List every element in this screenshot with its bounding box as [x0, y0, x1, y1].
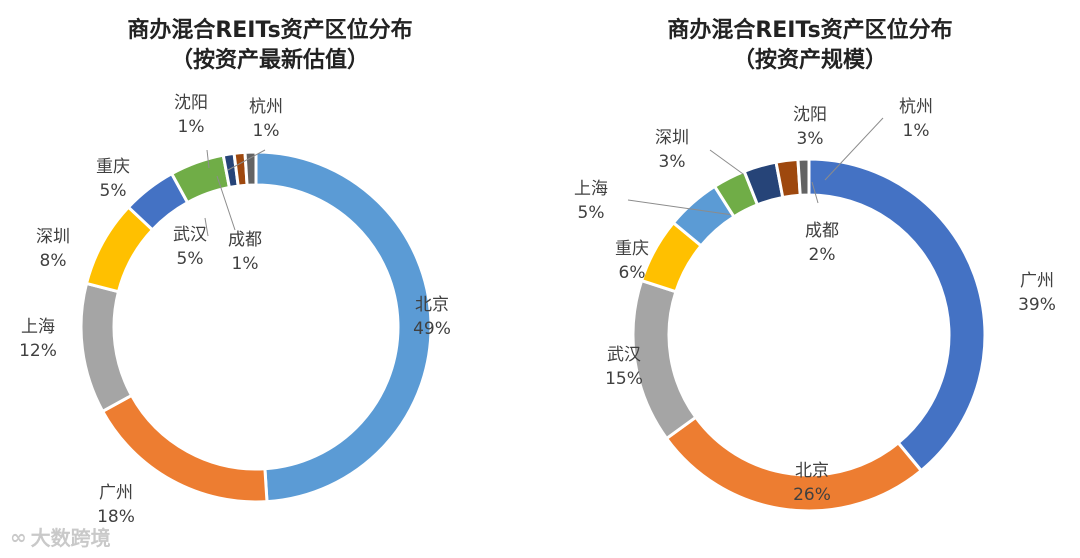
- chart-1-slice-value-9: 1%: [253, 121, 280, 141]
- chart-1-slice-value-2: 18%: [97, 507, 135, 527]
- chart-2-slice-label-5: 上海: [574, 179, 608, 199]
- chart-1-slice-label-9: 杭州: [249, 97, 283, 117]
- chart-2-title: 商办混合REITs资产区位分布 （按资产规模）: [540, 16, 1080, 76]
- chart-1-leader-line-7: [206, 149, 210, 169]
- chart-1-slice-label-8: 成都: [228, 230, 262, 250]
- chart-2-slice-value-1: 39%: [1018, 295, 1056, 315]
- chart-2-slice-label-6: 深圳: [655, 128, 689, 148]
- chart-2-leader-line-5: [627, 199, 734, 216]
- chart-1-leader-line-9: [227, 149, 266, 171]
- chart-2-slice-value-4: 6%: [619, 263, 646, 283]
- chart-2-leader-line-8: [811, 181, 819, 204]
- chart-1-leader-line-6: [204, 217, 209, 237]
- chart-2-slice-label-3: 武汉: [607, 345, 641, 365]
- chart-1-donut: 北京 49% 广州 18% 上海 12% 深圳 8% 重庆 5% 武汉 5% 沈阳 1% 成都 1% 杭州 1%: [19, 93, 451, 527]
- chart-2-slice-label-1: 广州: [1020, 271, 1054, 291]
- chart-1-slice-9: [243, 150, 258, 187]
- watermark-text: 大数跨境: [30, 526, 111, 550]
- chart-2-donut: 广州 39% 北京 26% 武汉 15% 重庆 6% 上海 5% 深圳 3% 沈阳 3% 成都 2% 杭州 1%: [574, 97, 1056, 513]
- chart-1-title-text: 商办混合REITs资产区位分布: [127, 18, 413, 43]
- chart-2-slice-value-5: 5%: [578, 203, 605, 223]
- chart-1-slice-value-3: 12%: [19, 341, 57, 361]
- chart-1-slice-value-8: 1%: [232, 254, 259, 274]
- chart-2-slice-label-9: 杭州: [899, 97, 933, 117]
- chart-1-slice-value-6: 5%: [177, 249, 204, 269]
- chart-1-slice-label-1: 北京: [415, 295, 449, 315]
- chart-1-slice-value-7: 1%: [178, 117, 205, 137]
- chart-2-slice-3: [631, 278, 698, 441]
- chart-2-subtitle: （按资产规模）: [732, 48, 887, 73]
- chart-2-leader-line-9: [824, 117, 884, 181]
- watermark-logo-icon: ∞: [10, 524, 27, 549]
- chart-1-slice-value-4: 8%: [40, 251, 67, 271]
- chart-1-slice-label-5: 重庆: [96, 157, 130, 177]
- chart-1-slice-label-7: 沈阳: [174, 93, 208, 113]
- chart-2-slice-label-2: 北京: [795, 461, 829, 481]
- chart-1-title: 商办混合REITs资产区位分布 （按资产最新估值）: [0, 16, 540, 76]
- chart-2-slice-9: [796, 157, 811, 197]
- chart-2-slice-value-2: 26%: [793, 485, 831, 505]
- chart-2-slice-value-7: 3%: [797, 129, 824, 149]
- chart-2-slice-label-8: 成都: [805, 221, 839, 241]
- chart-2-slice-value-8: 2%: [809, 245, 836, 265]
- chart-1-slice-label-4: 深圳: [36, 227, 70, 247]
- chart-2-slice-1: [807, 157, 987, 473]
- chart-1-slice-1: [254, 150, 433, 504]
- chart-2-slice-label-7: 沈阳: [793, 105, 827, 125]
- chart-1-slice-label-2: 广州: [99, 483, 133, 503]
- chart-2-slice-label-4: 重庆: [615, 239, 649, 259]
- chart-1-slice-value-1: 49%: [413, 319, 451, 339]
- chart-1-slice-label-6: 武汉: [173, 225, 207, 245]
- chart-2-title-text: 商办混合REITs资产区位分布: [667, 18, 953, 43]
- chart-1-slice-value-5: 5%: [100, 181, 127, 201]
- chart-2-slice-value-9: 1%: [903, 121, 930, 141]
- chart-2-slice-value-6: 3%: [659, 152, 686, 172]
- chart-1-subtitle: （按资产最新估值）: [170, 48, 369, 73]
- chart-1-slice-label-3: 上海: [21, 317, 55, 337]
- watermark: ∞ 大数跨境: [10, 522, 111, 551]
- chart-1-slice-3: [79, 281, 134, 414]
- chart-1-leader-line-8: [216, 175, 236, 231]
- chart-2-slice-value-3: 15%: [605, 369, 643, 389]
